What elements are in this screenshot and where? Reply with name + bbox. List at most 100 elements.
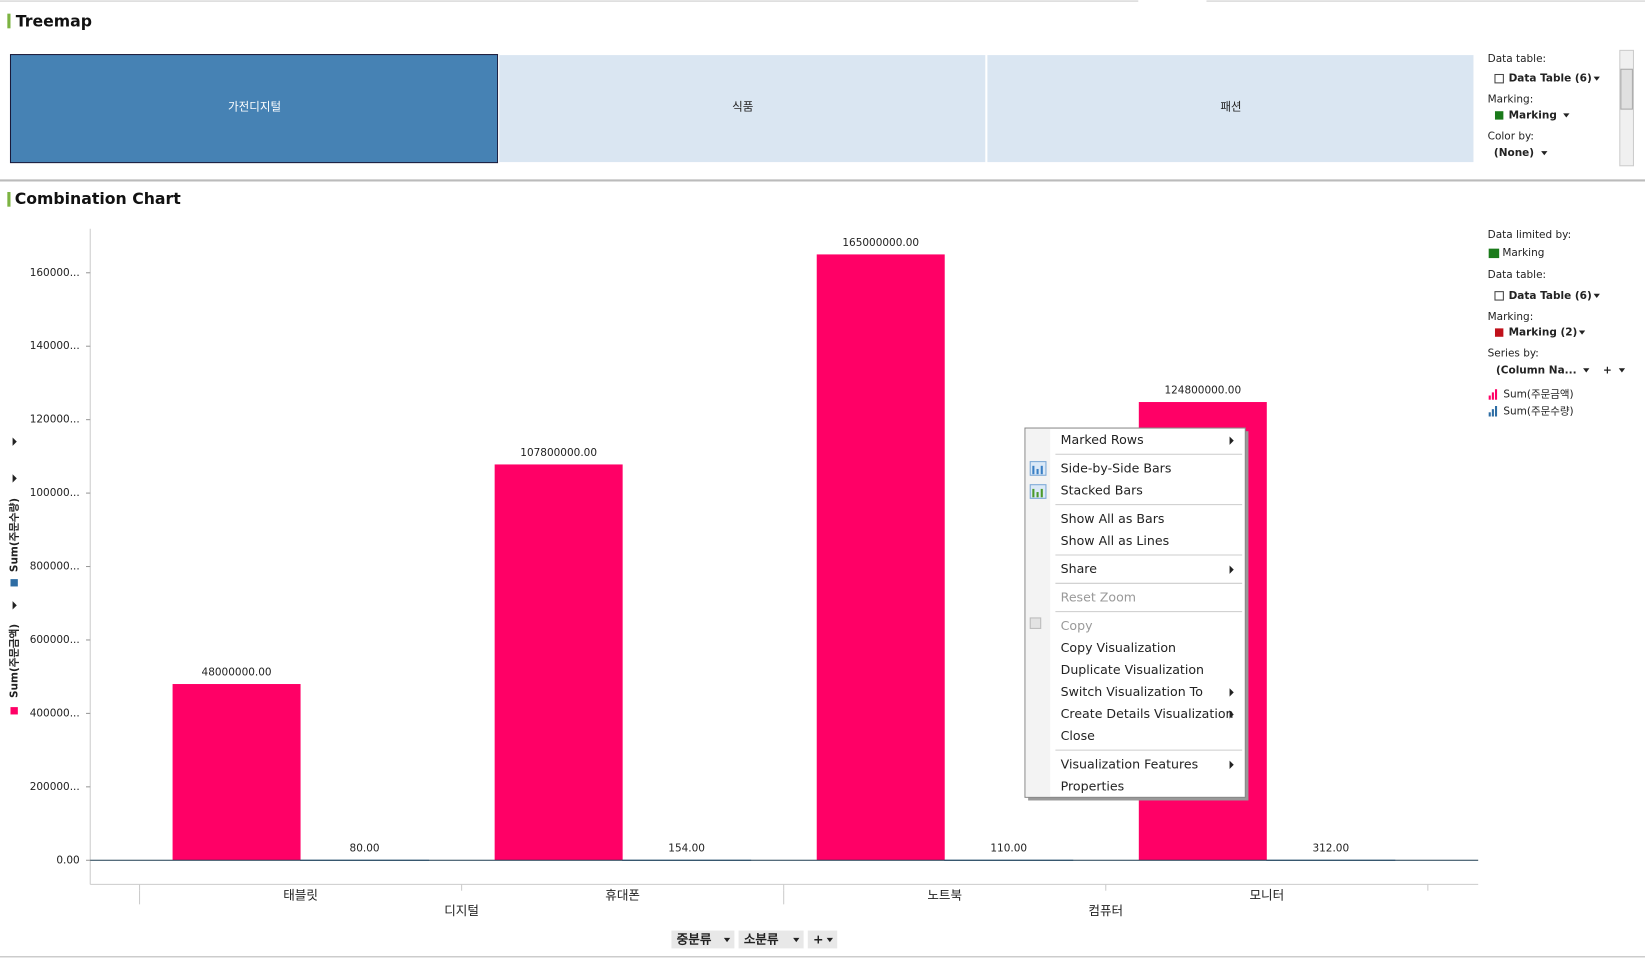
y-tick-label: 600000... (30, 634, 80, 646)
dropdown-arrow[interactable] (1563, 113, 1570, 118)
panel-value[interactable]: (Column Na... (1496, 364, 1577, 376)
menu-item[interactable]: Duplicate Visualization (1061, 662, 1204, 677)
menu-item[interactable]: Copy Visualization (1061, 640, 1176, 655)
treemap-title: Treemap (16, 12, 92, 31)
y-tick-label: 140000... (30, 340, 80, 352)
dropdown-arrow[interactable] (1578, 330, 1586, 335)
menu-icon (1036, 468, 1039, 475)
submenu-arrow (1229, 688, 1234, 697)
menu-icon (1032, 488, 1035, 498)
dropdown-arrow[interactable] (1593, 293, 1600, 298)
bar[interactable] (494, 464, 623, 861)
x-tick-label: 태블릿 (283, 887, 318, 902)
x-selector-label[interactable]: 소분류 (744, 932, 779, 947)
marking-swatch (1488, 248, 1500, 259)
context-menu (1024, 427, 1246, 798)
panel-value[interactable]: Data Table (6) (1509, 290, 1592, 302)
axis-menu-arrow[interactable] (12, 474, 17, 483)
legend-icon (1488, 412, 1491, 417)
y-tick-label: 200000... (30, 781, 80, 793)
submenu-arrow (1229, 710, 1234, 719)
data-label: 312.00 (1312, 843, 1349, 855)
menu-item: Copy (1061, 618, 1093, 633)
panel-value[interactable]: Marking (2) (1509, 327, 1578, 339)
y-tick-label: 0.00 (56, 854, 79, 866)
data-label: 80.00 (350, 843, 380, 855)
treemap-cell[interactable] (986, 54, 1475, 164)
menu-item[interactable]: Close (1061, 728, 1096, 743)
marking-swatch (1494, 111, 1504, 120)
axis-menu-arrow[interactable] (12, 601, 17, 610)
title-marker (7, 13, 11, 29)
bar[interactable] (172, 684, 301, 861)
title-marker (7, 191, 11, 207)
submenu-arrow (1229, 760, 1234, 770)
y-tick-label: 400000... (30, 707, 80, 719)
menu-item[interactable]: Side-by-Side Bars (1061, 460, 1172, 475)
data-label: 165000000.00 (842, 237, 919, 249)
y-axis-label[interactable]: Sum(주문금액) (9, 624, 21, 698)
treemap-label: 가전디지털 (228, 100, 281, 114)
dropdown-arrow[interactable] (1541, 151, 1548, 156)
treemap-label: 식품 (732, 100, 753, 114)
y-axis-label[interactable]: Sum(주문수량) (9, 498, 21, 572)
axis-series-swatch (10, 707, 18, 715)
data-label: 48000000.00 (202, 666, 272, 678)
x-selector-label[interactable]: 중분류 (677, 932, 712, 947)
panel-label: Marking: (1488, 311, 1534, 323)
menu-item[interactable]: Stacked Bars (1061, 482, 1143, 497)
x-selector[interactable] (807, 930, 838, 949)
menu-icon (1040, 488, 1043, 498)
panel-label: Series by: (1488, 348, 1539, 360)
menu-item[interactable]: Create Details Visualization (1061, 706, 1234, 721)
submenu-arrow (1229, 565, 1234, 574)
y-tick-label: 800000... (30, 561, 80, 573)
menu-item[interactable]: Visualization Features (1061, 756, 1199, 771)
x-selector[interactable] (671, 930, 735, 949)
dropdown-arrow[interactable] (723, 937, 731, 943)
x-tick-label: 휴대폰 (605, 887, 640, 902)
chart-title: Combination Chart (15, 189, 182, 208)
menu-item[interactable]: Share (1061, 561, 1098, 576)
panel-value[interactable]: Marking (1509, 109, 1557, 121)
dropdown-arrow[interactable] (793, 937, 800, 943)
data-label: 110.00 (990, 843, 1027, 855)
menu-item[interactable]: Show All as Bars (1061, 511, 1165, 526)
treemap-label: 패션 (1220, 100, 1241, 114)
menu-item[interactable]: Properties (1061, 778, 1125, 793)
panel-value[interactable]: (None) (1494, 147, 1534, 159)
data-label: 154.00 (668, 843, 705, 855)
legend-icon (1494, 406, 1498, 417)
legend-label: Sum(주문금액) (1503, 388, 1573, 400)
axis-menu-arrow[interactable] (12, 437, 17, 446)
panel-add[interactable]: + (1603, 364, 1612, 376)
menu-item[interactable]: Show All as Lines (1061, 533, 1170, 548)
scroll-thumb[interactable] (1620, 68, 1633, 110)
bar[interactable] (816, 254, 945, 861)
data-label: 107800000.00 (520, 447, 597, 459)
table-icon (1494, 291, 1504, 301)
dropdown-arrow[interactable] (826, 937, 833, 943)
menu-icon (1029, 617, 1042, 629)
panel-label: Marking: (1488, 94, 1534, 106)
panel-label: Color by: (1488, 130, 1534, 142)
x-tick-label: 노트북 (927, 887, 962, 902)
menu-item[interactable]: Switch Visualization To (1061, 684, 1203, 699)
menu-icon (1040, 465, 1043, 475)
treemap-cell[interactable] (9, 54, 499, 164)
treemap-cell[interactable] (498, 54, 987, 164)
dropdown-arrow[interactable] (1593, 76, 1600, 81)
panel-value: Marking (1502, 247, 1544, 259)
dropdown-arrow[interactable] (1618, 368, 1626, 373)
menu-item[interactable]: Marked Rows (1061, 432, 1144, 447)
group-label: 디지털 (444, 903, 479, 918)
x-selector[interactable] (738, 930, 804, 949)
x-selector-label[interactable]: + (813, 932, 824, 947)
marking-swatch (1494, 328, 1504, 337)
panel-label: Data table: (1488, 269, 1546, 281)
panel-value[interactable]: Data Table (6) (1509, 73, 1592, 85)
axis-series-swatch (10, 579, 18, 587)
dropdown-arrow[interactable] (1583, 368, 1590, 373)
legend-icon (1494, 389, 1498, 400)
panel-label: Data limited by: (1488, 229, 1572, 241)
